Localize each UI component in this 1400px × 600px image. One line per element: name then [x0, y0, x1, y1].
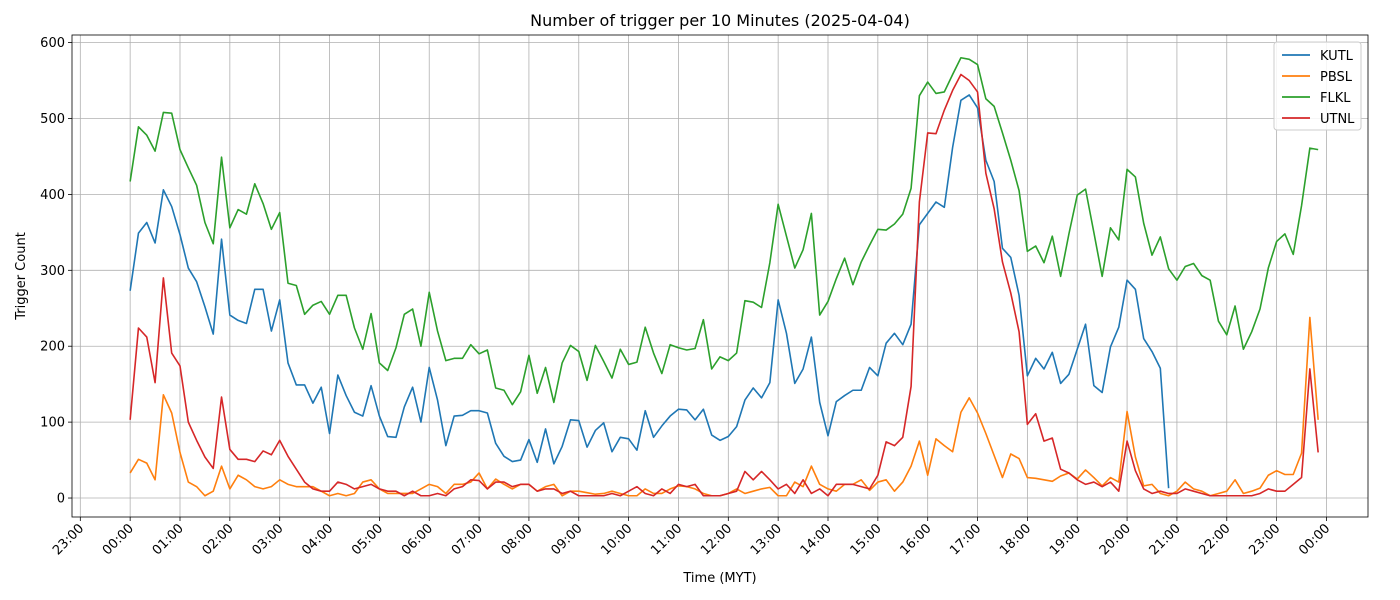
plot-background [72, 35, 1368, 517]
y-tick-label: 300 [40, 264, 65, 279]
x-axis-label: Time (MYT) [682, 571, 756, 586]
x-tick-label: 23:00 [1246, 521, 1283, 558]
x-tick-label: 08:00 [499, 521, 536, 558]
x-tick-label: 13:00 [748, 521, 785, 558]
series-lines [129, 56, 1319, 497]
x-tick-label: 00:00 [1296, 521, 1333, 558]
legend: KUTL PBSL FLKL UTNL [1273, 41, 1362, 131]
x-tick-label: 12:00 [698, 521, 735, 558]
x-tick-label: 07:00 [449, 521, 486, 558]
x-tick-label: 01:00 [150, 521, 187, 558]
x-tick-label: 11:00 [648, 521, 685, 558]
x-tick-label: 18:00 [997, 521, 1034, 558]
x-tick-label: 14:00 [798, 521, 835, 558]
legend-label-pbsl: PBSL [1320, 70, 1353, 85]
x-tick-label: 02:00 [200, 521, 237, 558]
x-tick-label: 23:00 [50, 521, 87, 558]
y-tick-label: 100 [40, 416, 65, 431]
x-tick-label: 06:00 [399, 521, 436, 558]
x-tick-label: 09:00 [548, 521, 585, 558]
y-tick-label: 600 [40, 36, 65, 51]
legend-label-flkl: FLKL [1320, 91, 1351, 106]
series-line-kutl [129, 94, 1170, 489]
x-tick-label: 15:00 [848, 521, 885, 558]
plot-frame [71, 34, 1369, 518]
chart-title: Number of trigger per 10 Minutes (2025-0… [530, 11, 910, 30]
x-tick-label: 00:00 [100, 521, 137, 558]
series-line-utnl [129, 73, 1319, 497]
x-tick-label: 03:00 [249, 521, 286, 558]
x-tick-label: 05:00 [349, 521, 386, 558]
x-tick-label: 21:00 [1147, 521, 1184, 558]
x-tick-label: 16:00 [897, 521, 934, 558]
legend-label-utnl: UTNL [1320, 112, 1355, 127]
x-tick-label: 10:00 [598, 521, 635, 558]
y-tick-label: 200 [40, 340, 65, 355]
legend-label-kutl: KUTL [1320, 49, 1354, 64]
x-tick-label: 19:00 [1047, 521, 1084, 558]
x-tick-label: 20:00 [1097, 521, 1134, 558]
x-tick-label: 22:00 [1196, 521, 1233, 558]
y-tick-label: 0 [57, 492, 65, 507]
y-axis-ticks: 0 100 200 300 400 500 600 [40, 36, 72, 507]
x-tick-label: 04:00 [299, 521, 336, 558]
series-line-flkl [129, 56, 1319, 406]
legend-box [1273, 41, 1362, 131]
y-axis-label: Trigger Count [14, 232, 29, 321]
x-axis-ticks: 23:00 00:00 01:00 02:00 03:00 04:00 05:00 06:00… [50, 517, 1333, 558]
y-tick-label: 500 [40, 112, 65, 127]
y-tick-label: 400 [40, 188, 65, 203]
x-tick-label: 17:00 [947, 521, 984, 558]
